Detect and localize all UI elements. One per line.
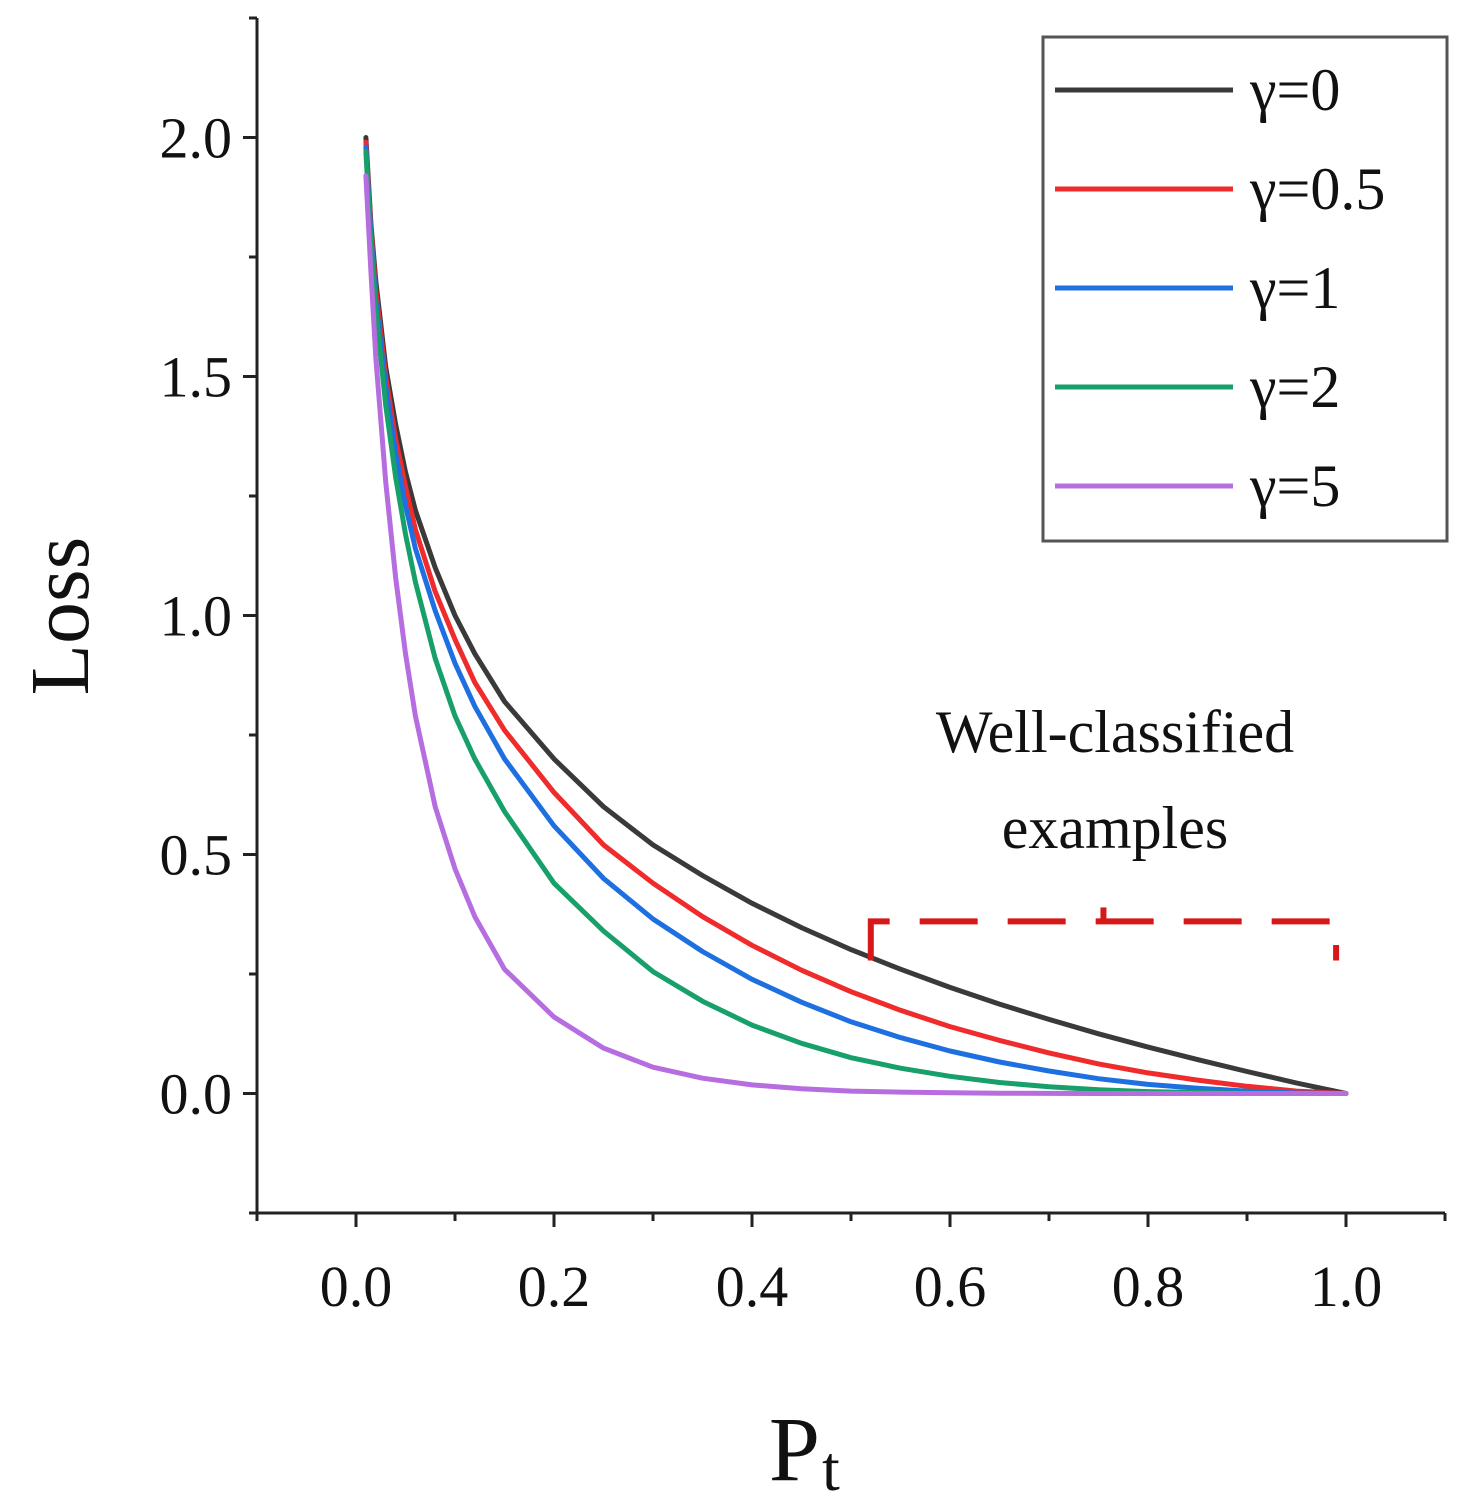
legend-label-gamma-0-5: γ=0.5 [1249,156,1385,222]
x-tick-label: 1.0 [1310,1254,1383,1319]
x-tick-label: 0.8 [1112,1254,1185,1319]
series-line-gamma-2 [363,149,1349,1096]
x-axis-title: P [769,1398,820,1500]
series-lines [363,135,1349,1096]
x-tick-label: 0.4 [716,1254,789,1319]
y-axis-title: Loss [14,537,107,696]
x-tick-label: 0.2 [518,1254,591,1319]
y-tick-label: 1.0 [160,584,233,649]
series-line-gamma-1 [363,144,1349,1096]
legend-label-gamma-0: γ=0 [1249,57,1340,123]
y-tick-label: 0.0 [160,1062,233,1127]
legend: γ=0 γ=0.5 γ=1 γ=2 γ=5 [1041,35,1449,543]
axes: 0.0 0.2 0.4 0.6 0.8 1.0 0.0 0.5 1.0 1.5 2.0 [160,16,1447,1319]
series-line-gamma-5 [363,173,1349,1096]
legend-label-gamma-5: γ=5 [1249,453,1340,519]
annotation: Well-classified examples [867,699,1340,961]
x-tick-label: 0.6 [914,1254,987,1319]
x-tick-label: 0.0 [320,1254,393,1319]
y-tick-label: 2.0 [160,106,233,171]
legend-label-gamma-2: γ=2 [1249,354,1340,420]
y-tick-label: 1.5 [160,345,233,410]
annotation-bracket [867,918,1340,961]
legend-label-gamma-1: γ=1 [1249,255,1340,321]
series-line-gamma-0 [363,135,1349,1096]
series-line-gamma-0-5 [363,139,1349,1096]
annotation-text-line1: Well-classified [936,699,1294,765]
annotation-text-line2: examples [1002,795,1229,861]
x-axis-title-subscript: t [822,1433,840,1503]
y-tick-label: 0.5 [160,823,233,888]
